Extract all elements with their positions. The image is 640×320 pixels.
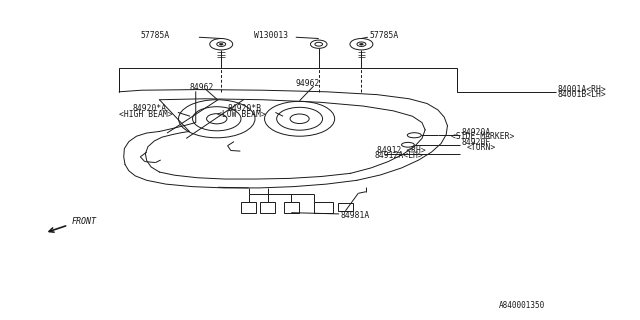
Text: <SIDE MARKER>: <SIDE MARKER> bbox=[451, 132, 515, 141]
Text: FRONT: FRONT bbox=[72, 217, 97, 226]
Circle shape bbox=[220, 43, 223, 45]
Text: W130013: W130013 bbox=[254, 31, 289, 40]
Text: 84920*B: 84920*B bbox=[228, 104, 262, 113]
Text: 84001B<LH>: 84001B<LH> bbox=[557, 90, 606, 99]
Text: 84912 <RH>: 84912 <RH> bbox=[378, 146, 426, 155]
Text: 57785A: 57785A bbox=[370, 31, 399, 40]
Text: 84912A<LH>: 84912A<LH> bbox=[374, 151, 423, 160]
Text: 84920*A: 84920*A bbox=[132, 104, 166, 113]
Text: 94962: 94962 bbox=[296, 79, 320, 88]
Text: 84920A: 84920A bbox=[461, 128, 491, 137]
Text: 84001A<RH>: 84001A<RH> bbox=[557, 85, 606, 94]
Text: A840001350: A840001350 bbox=[499, 301, 545, 310]
Text: <HIGH BEAM>: <HIGH BEAM> bbox=[119, 109, 173, 118]
Text: 84920F: 84920F bbox=[461, 138, 491, 147]
Text: <TURN>: <TURN> bbox=[467, 143, 496, 152]
Circle shape bbox=[360, 43, 364, 45]
Text: 84962: 84962 bbox=[189, 83, 214, 92]
Text: <LOW BEAM>: <LOW BEAM> bbox=[217, 109, 266, 118]
Text: 84981A: 84981A bbox=[340, 211, 370, 220]
Text: 57785A: 57785A bbox=[140, 31, 170, 40]
